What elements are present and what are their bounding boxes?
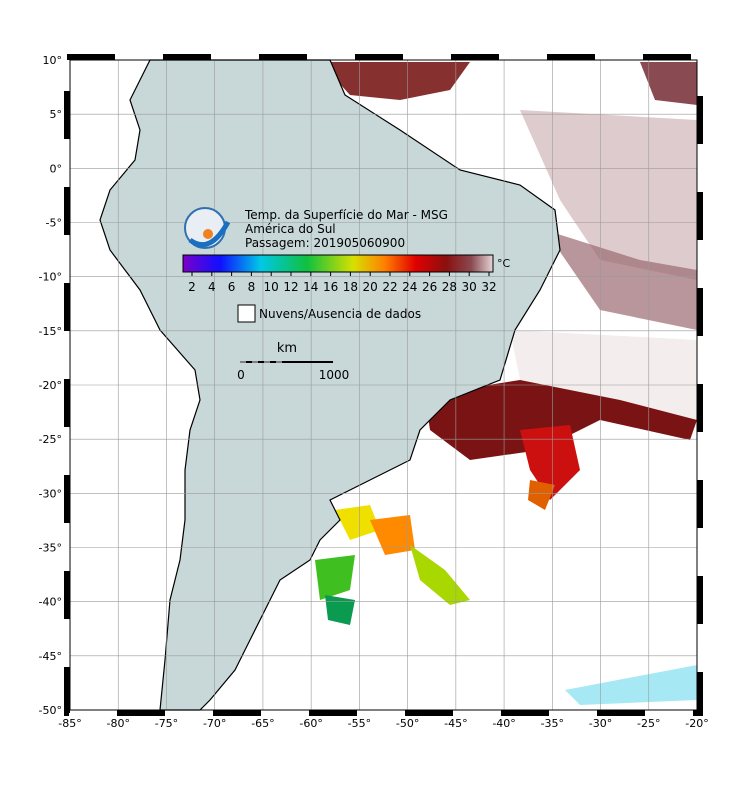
- lon-tick-label: -80°: [106, 717, 129, 730]
- lon-tick-label: -55°: [348, 717, 371, 730]
- pass: Passagem: 201905060900: [245, 236, 405, 250]
- colorbar-tick-label: 2: [188, 280, 196, 294]
- lat-tick-label: 0°: [50, 162, 63, 175]
- colorbar: [182, 254, 494, 273]
- colorbar-tick-label: 20: [363, 280, 378, 294]
- region: América do Sul: [245, 222, 336, 236]
- lon-tick-label: -35°: [541, 717, 564, 730]
- lat-tick-label: -45°: [39, 650, 62, 663]
- colorbar-tick-label: 26: [422, 280, 437, 294]
- legend-box: [237, 304, 256, 323]
- lon-tick-label: -60°: [299, 717, 322, 730]
- colorbar-tick-label: 8: [248, 280, 256, 294]
- colorbar-tick-label: 30: [462, 280, 477, 294]
- logo: [184, 207, 231, 249]
- lon-tick-label: -45°: [444, 717, 467, 730]
- lon-tick-label: -75°: [155, 717, 178, 730]
- lat-tick-label: -40°: [39, 596, 62, 609]
- lat-tick-label: -5°: [46, 217, 62, 230]
- colorbar-tick-label: 6: [228, 280, 236, 294]
- colorbar-tick-label: 22: [382, 280, 397, 294]
- colorbar-tick-label: 32: [481, 280, 496, 294]
- title: Temp. da Superfície do Mar - MSG: [244, 208, 448, 222]
- colorbar-tick-label: 14: [303, 280, 318, 294]
- lon-tick-label: -70°: [203, 717, 226, 730]
- lat-tick-label: -20°: [39, 379, 62, 392]
- frame-border: [64, 54, 703, 716]
- lon-tick-label: -50°: [396, 717, 419, 730]
- colorbar-tick-label: 12: [283, 280, 298, 294]
- lon-tick-label: -65°: [251, 717, 274, 730]
- scale-end: 1000: [319, 368, 350, 382]
- lon-tick-label: -85°: [58, 717, 81, 730]
- colorbar-tick-label: 4: [208, 280, 216, 294]
- colorbar-tick-label: 16: [323, 280, 338, 294]
- lat-tick-label: -10°: [39, 271, 62, 284]
- colorbar-tick-label: 18: [343, 280, 358, 294]
- lat-tick-label: 5°: [50, 108, 63, 121]
- lat-tick-label: -25°: [39, 433, 62, 446]
- lat-tick-label: -50°: [39, 704, 62, 717]
- colorbar-tick-label: 24: [402, 280, 417, 294]
- lat-tick-label: -30°: [39, 487, 62, 500]
- colorbar-tick-label: 10: [264, 280, 279, 294]
- sst-patches: [315, 62, 697, 705]
- lon-tick-label: -25°: [637, 717, 660, 730]
- colorbar-tick-label: 28: [442, 280, 457, 294]
- lon-tick-label: -40°: [492, 717, 515, 730]
- colorbar-unit: °C: [497, 257, 511, 270]
- lon-tick-label: -30°: [589, 717, 612, 730]
- scale-unit: km: [277, 341, 297, 356]
- lat-tick-label: -35°: [39, 542, 62, 555]
- legend-label: Nuvens/Ausencia de dados: [259, 307, 421, 321]
- lat-tick-label: -15°: [39, 325, 62, 338]
- lat-tick-label: 10°: [43, 54, 63, 67]
- scale-start: 0: [237, 368, 245, 382]
- lon-tick-label: -20°: [685, 717, 708, 730]
